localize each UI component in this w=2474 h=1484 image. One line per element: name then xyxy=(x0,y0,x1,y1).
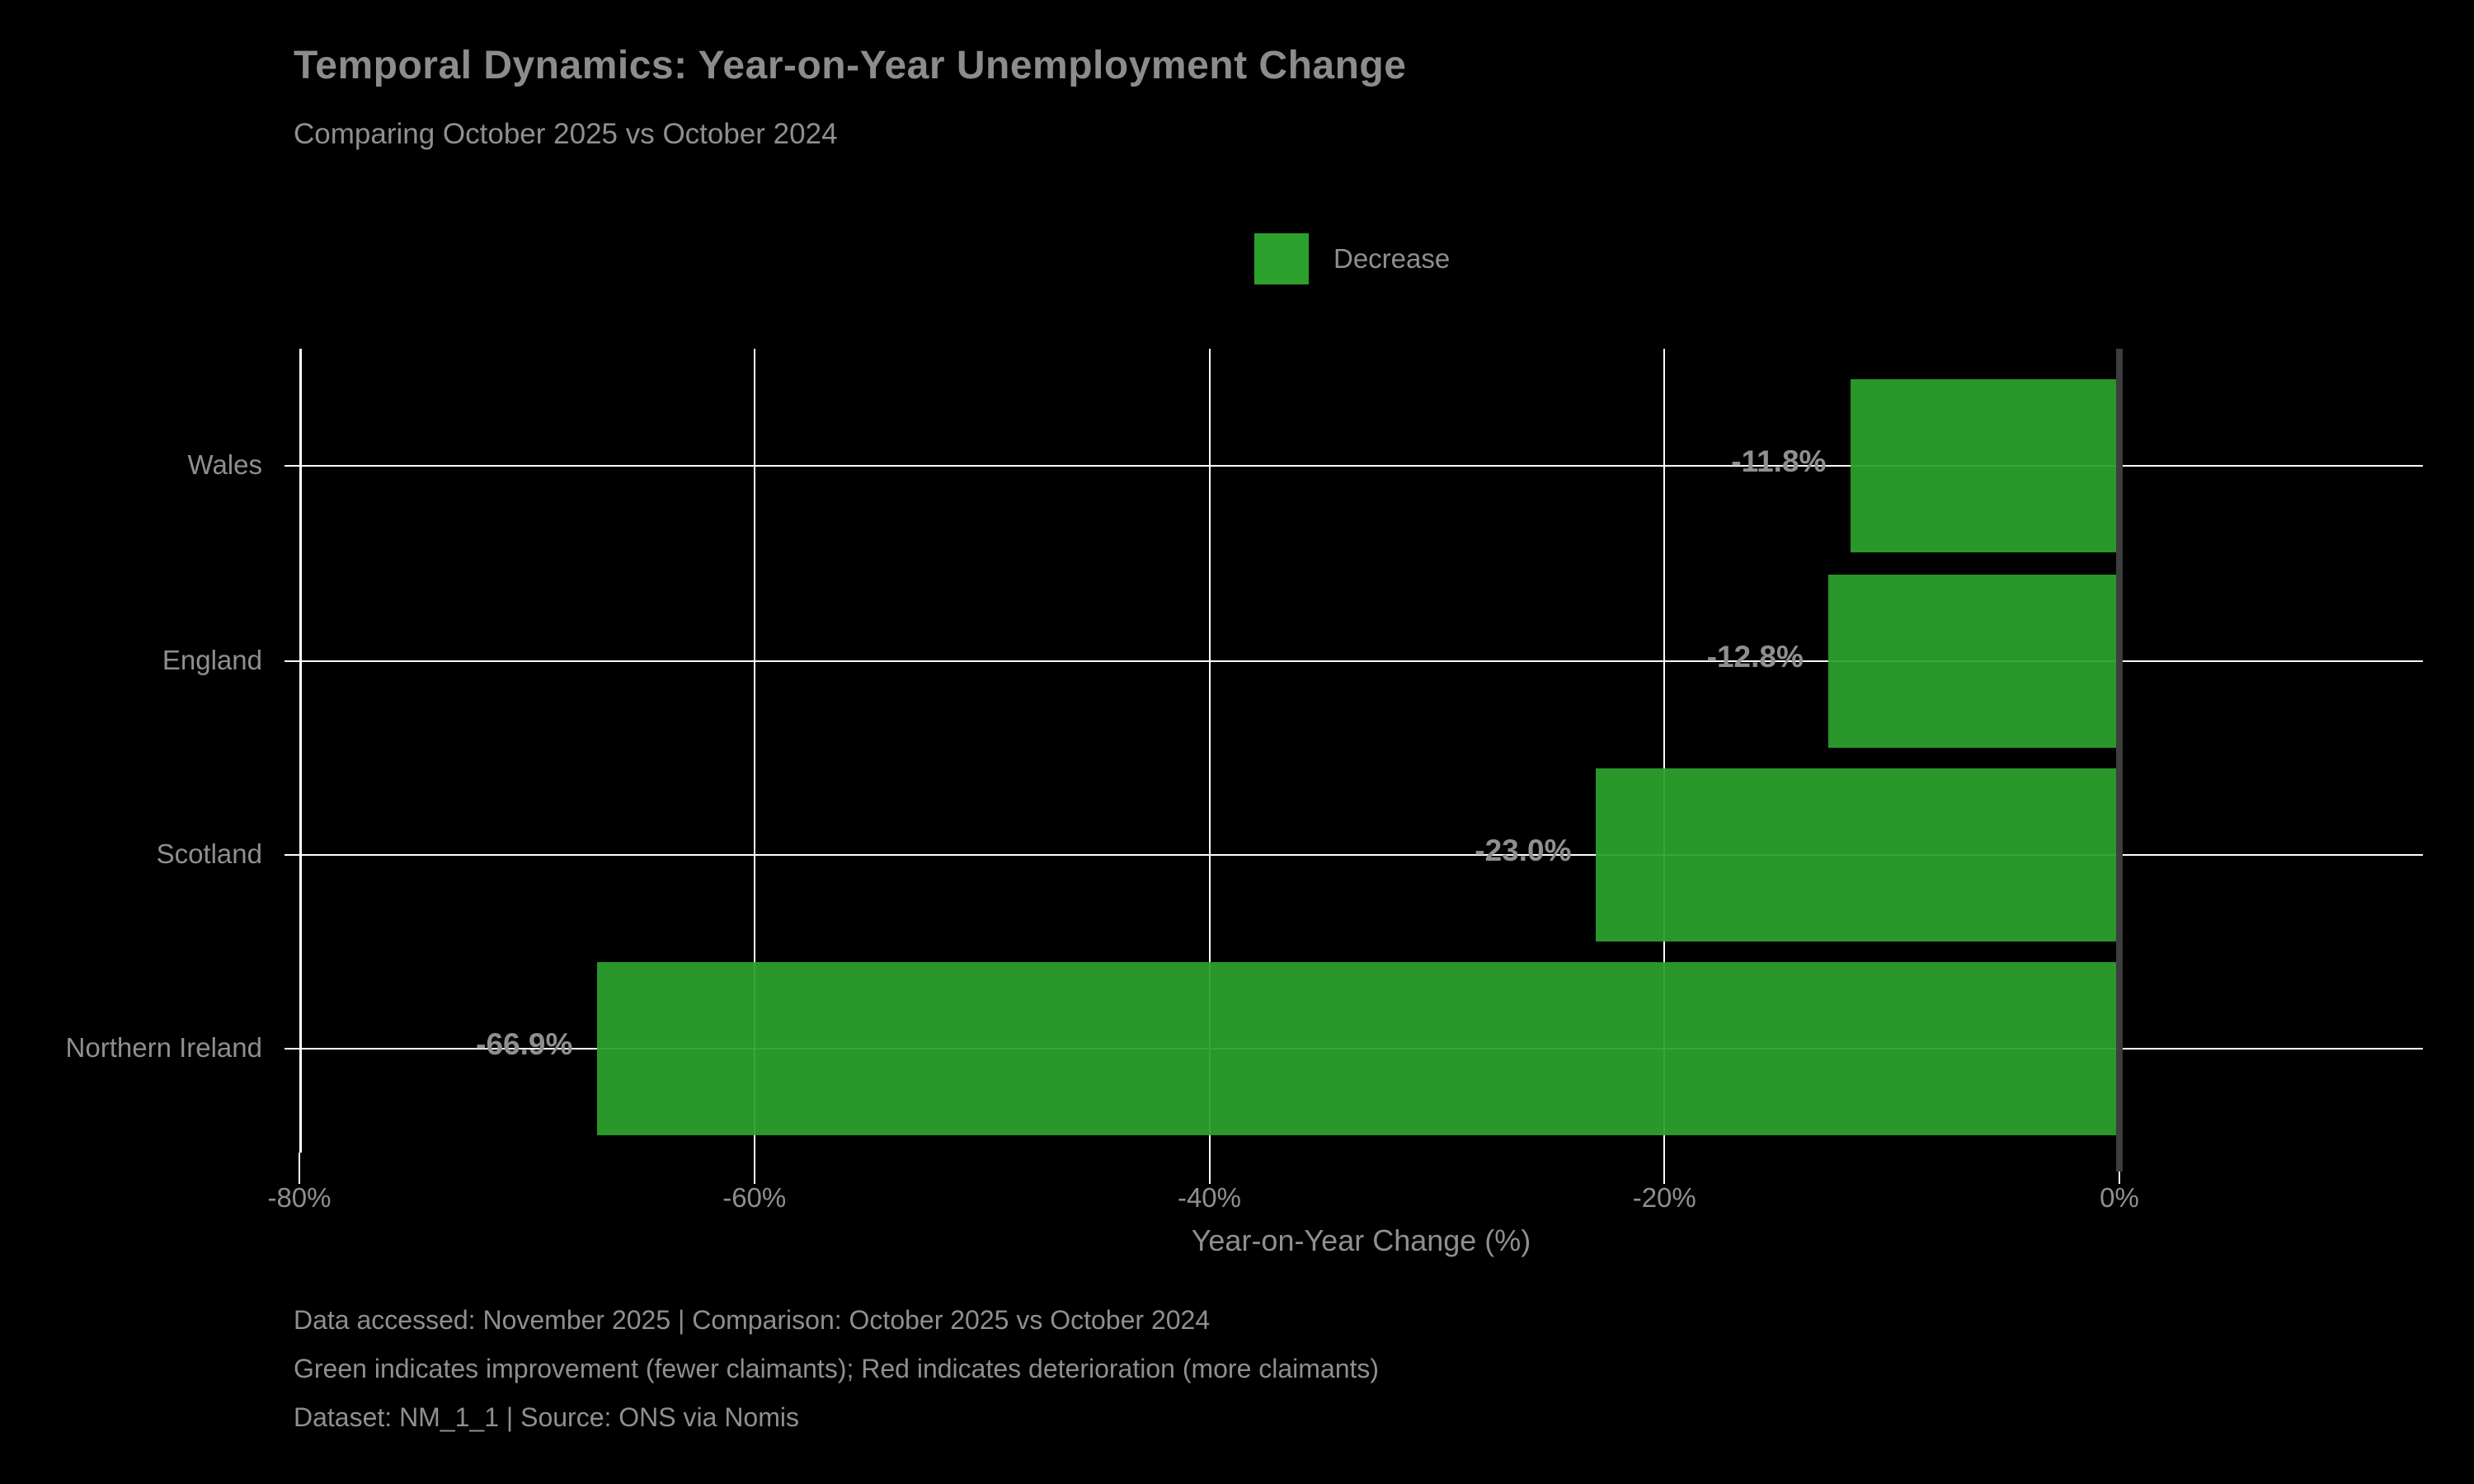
zero-axis-spine xyxy=(2116,349,2123,1172)
bar-value-label: -23.0% xyxy=(1475,834,1572,867)
bar-value-label: -11.8% xyxy=(1731,444,1827,478)
y-axis-tick xyxy=(285,854,299,856)
y-category-label: England xyxy=(162,645,262,675)
plot-area: -11.8% -12.8% -23.0% -66.9% xyxy=(285,349,2423,1184)
y-axis-tick xyxy=(285,1048,299,1050)
y-category-label: Northern Ireland xyxy=(65,1032,262,1063)
gridline-vertical xyxy=(1663,349,1666,1153)
chart-title: Temporal Dynamics: Year-on-Year Unemploy… xyxy=(294,44,1407,87)
x-tick-label: 0% xyxy=(2100,1182,2139,1213)
x-tick-label: -20% xyxy=(1632,1182,1696,1213)
footer-source: Dataset: NM_1_1 | Source: ONS via Nomis xyxy=(294,1402,799,1432)
gridline-horizontal xyxy=(299,854,2423,856)
bar-england xyxy=(1827,575,2119,748)
gridline-horizontal xyxy=(299,660,2423,662)
y-category-label: Scotland xyxy=(156,838,262,869)
x-axis-tick xyxy=(299,1153,300,1184)
x-axis-tick xyxy=(1208,1153,1211,1184)
chart-subtitle: Comparing October 2025 vs October 2024 xyxy=(294,118,838,150)
bar-scotland xyxy=(1596,768,2119,942)
x-axis-tick xyxy=(1663,1153,1666,1184)
gridline-vertical xyxy=(1208,349,1211,1153)
bar-value-label: -66.9% xyxy=(476,1027,573,1061)
x-tick-label: -60% xyxy=(722,1182,787,1213)
bar-northern-ireland xyxy=(597,962,2119,1135)
bar-value-label: -12.8% xyxy=(1706,640,1804,674)
footer-color-key: Green indicates improvement (fewer claim… xyxy=(294,1354,1380,1383)
x-tick-label: -80% xyxy=(267,1182,332,1213)
bar-wales xyxy=(1851,379,2119,552)
footer-data-accessed: Data accessed: November 2025 | Compariso… xyxy=(294,1305,1211,1335)
gridline-vertical xyxy=(753,349,755,1153)
legend-swatch-decrease xyxy=(1254,233,1309,284)
x-axis-tick xyxy=(753,1153,755,1184)
legend-label: Decrease xyxy=(1333,243,1451,274)
y-category-label: Wales xyxy=(187,449,262,480)
y-axis-tick xyxy=(285,660,299,662)
y-axis-tick xyxy=(285,465,299,467)
x-tick-label: -40% xyxy=(1177,1182,1242,1213)
gridline-horizontal xyxy=(299,465,2423,467)
x-axis-title: Year-on-Year Change (%) xyxy=(1191,1223,1531,1257)
left-axis-spine xyxy=(299,349,302,1153)
